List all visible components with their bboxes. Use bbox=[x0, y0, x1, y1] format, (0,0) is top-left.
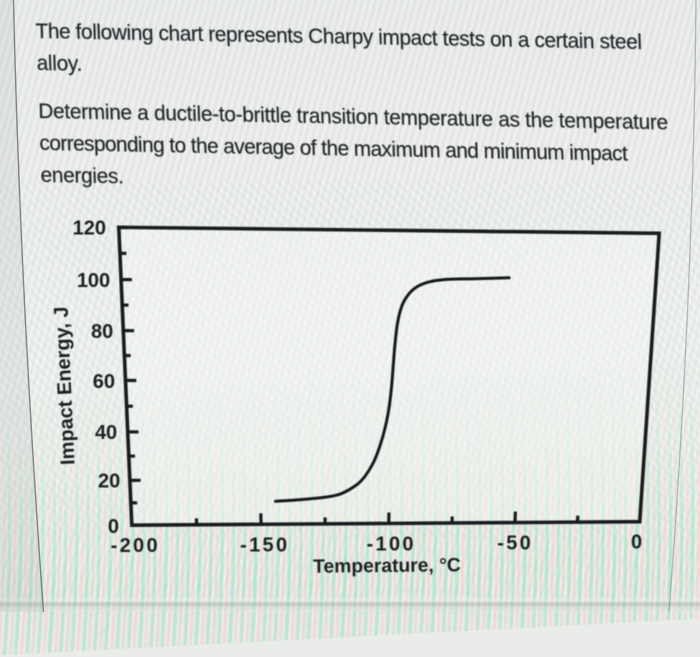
svg-text:20: 20 bbox=[98, 471, 120, 493]
svg-text:80: 80 bbox=[91, 321, 113, 343]
svg-text:-50: -50 bbox=[497, 533, 533, 555]
svg-text:Impact Energy, J: Impact Energy, J bbox=[51, 306, 80, 465]
svg-text:Temperature, °C: Temperature, °C bbox=[313, 555, 461, 578]
svg-text:-150: -150 bbox=[240, 534, 289, 556]
svg-text:60: 60 bbox=[93, 371, 115, 393]
svg-text:-100: -100 bbox=[367, 534, 416, 556]
svg-text:120: 120 bbox=[73, 217, 106, 239]
svg-text:100: 100 bbox=[77, 270, 110, 292]
svg-text:0: 0 bbox=[631, 532, 644, 554]
svg-text:-200: -200 bbox=[111, 535, 160, 557]
svg-text:40: 40 bbox=[95, 422, 117, 444]
